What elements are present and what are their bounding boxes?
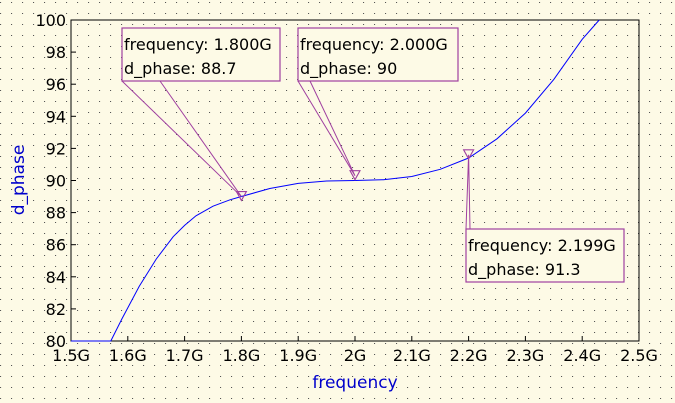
y-axis-ticks: 80 82 84 86 88 90 92 94 96 98 100 <box>35 11 76 351</box>
annotation-frequency: frequency: 2.000G <box>300 35 448 54</box>
x-tick-label: 1.9G <box>279 346 317 365</box>
x-axis-label: frequency <box>312 373 397 393</box>
x-tick-label: 2.1G <box>393 346 431 365</box>
y-tick-label: 96 <box>46 75 66 94</box>
x-tick-label: 2.3G <box>506 346 544 365</box>
x-axis-ticks: 1.5G 1.6G 1.7G 1.8G 1.9G 2G 2.1G 2.2G 2.3G 2.4G 2.… <box>52 336 658 365</box>
y-tick-label: 94 <box>46 107 66 126</box>
annotation-box <box>465 228 625 283</box>
markers <box>235 149 475 202</box>
x-tick-label: 2G <box>344 346 367 365</box>
x-tick-label: 2.2G <box>450 346 488 365</box>
y-tick-label: 100 <box>35 11 66 30</box>
annotation: frequency: 2.199G d_phase: 91.3 <box>465 154 625 283</box>
annotation-d-phase: d_phase: 90 <box>300 59 397 79</box>
annotation-pointer <box>121 80 242 197</box>
marker-triangle <box>349 170 361 181</box>
x-tick-label: 2.4G <box>563 346 601 365</box>
x-tick-label: 1.5G <box>52 346 90 365</box>
annotation: frequency: 2.000G d_phase: 90 <box>297 27 459 176</box>
y-tick-label: 86 <box>46 236 66 255</box>
y-tick-label: 82 <box>46 300 66 319</box>
y-tick-label: 88 <box>46 204 66 223</box>
annotation-d-phase: d_phase: 91.3 <box>468 260 581 280</box>
annotation-d-phase: d_phase: 88.7 <box>124 59 237 79</box>
x-tick-label: 1.7G <box>166 346 204 365</box>
series-line <box>71 19 600 342</box>
annotation-pointer <box>465 154 471 230</box>
x-tick-label: 1.8G <box>222 346 260 365</box>
y-tick-label: 84 <box>46 268 66 287</box>
x-tick-label: 2.5G <box>620 346 658 365</box>
y-axis-label: d_phase <box>9 145 29 216</box>
annotation-pointer <box>297 80 356 176</box>
marker-triangle <box>462 149 475 160</box>
y-tick-label: 98 <box>46 43 66 62</box>
y-tick-label: 80 <box>46 332 66 351</box>
annotation-box <box>297 27 459 82</box>
y-tick-label: 90 <box>46 172 66 191</box>
annotation-box <box>121 27 281 82</box>
marker-triangle <box>235 191 248 202</box>
x-tick-label: 1.6G <box>109 346 147 365</box>
annotation-frequency: frequency: 2.199G <box>468 236 616 255</box>
annotation: frequency: 1.800G d_phase: 88.7 <box>121 27 281 197</box>
annotation-frequency: frequency: 1.800G <box>124 35 272 54</box>
y-tick-label: 92 <box>46 139 66 158</box>
